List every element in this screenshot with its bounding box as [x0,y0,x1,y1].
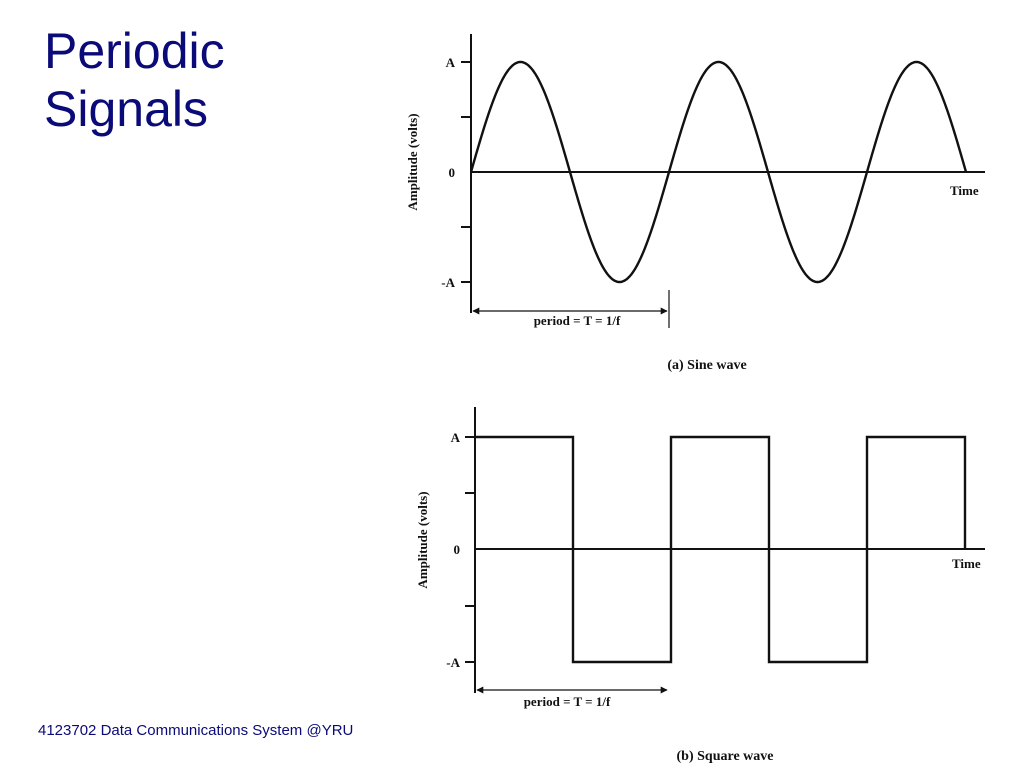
square-caption: (b) Square wave [677,749,774,764]
sine-tick-label-zero: 0 [449,165,456,180]
sine-wave-diagram: A 0 -A Amplitude (volts) Time period = T… [405,34,985,373]
sine-y-axis-label: Amplitude (volts) [405,113,420,210]
square-x-axis-label: Time [952,556,981,571]
title-line-2: Signals [44,81,208,137]
square-wave-diagram: A 0 -A Amplitude (volts) Time period = T… [415,407,985,764]
square-period-label: period = T = 1/f [524,694,611,709]
sine-period-label: period = T = 1/f [534,313,621,328]
title-line-1: Periodic [44,23,225,79]
square-tick-label-top: A [451,430,461,445]
slide-title: Periodic Signals [44,22,225,138]
sine-tick-label-bottom: -A [441,275,455,290]
footer-text: 4123702 Data Communications System @YRU [38,722,354,739]
square-tick-label-zero: 0 [454,542,461,557]
square-wave-trace [475,435,967,664]
sine-wave-curve [469,60,968,284]
square-tick-label-bottom: -A [446,655,460,670]
sine-tick-label-top: A [446,55,456,70]
square-y-axis-label: Amplitude (volts) [415,491,430,588]
sine-x-axis-label: Time [950,183,979,198]
sine-caption: (a) Sine wave [667,358,746,373]
